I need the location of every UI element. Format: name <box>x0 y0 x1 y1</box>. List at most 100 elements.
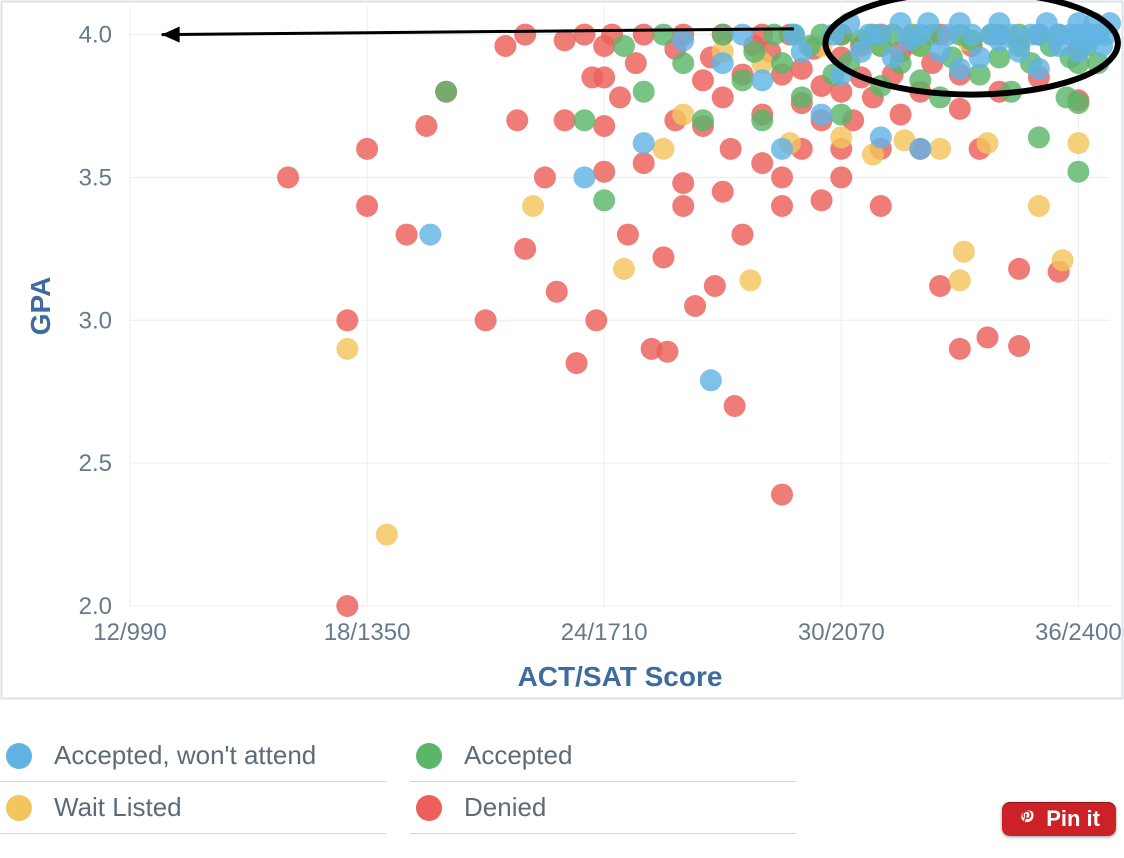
x-axis-label: ACT/SAT Score <box>518 661 723 692</box>
data-point <box>977 326 999 348</box>
data-point <box>419 224 441 246</box>
data-point <box>672 52 694 74</box>
data-point <box>514 24 536 46</box>
data-point <box>534 166 556 188</box>
data-point <box>771 52 793 74</box>
data-point <box>633 24 655 46</box>
data-point <box>593 66 615 88</box>
data-point <box>336 309 358 331</box>
pin-icon <box>1018 809 1038 829</box>
data-point <box>652 24 674 46</box>
pin-it-button[interactable]: Pin it <box>1002 802 1116 836</box>
y-axis-label: GPA <box>25 277 56 336</box>
data-point <box>573 24 595 46</box>
data-point <box>890 104 912 126</box>
data-point <box>573 109 595 131</box>
y-tick-label: 4.0 <box>79 22 112 49</box>
data-point <box>700 369 722 391</box>
scatter-chart: 12/99018/135024/171030/207036/2400ACT/SA… <box>0 0 1124 705</box>
data-point <box>593 189 615 211</box>
data-point <box>656 341 678 363</box>
data-point <box>751 152 773 174</box>
data-point <box>1008 258 1030 280</box>
x-tick-label: 30/2070 <box>798 619 885 646</box>
data-point <box>672 172 694 194</box>
data-point <box>712 86 734 108</box>
x-tick-label: 18/1350 <box>324 619 411 646</box>
data-point <box>949 338 971 360</box>
data-point <box>830 104 852 126</box>
data-point <box>791 41 813 63</box>
data-point <box>376 524 398 546</box>
legend-item-accepted_wont_attend[interactable]: Accepted, won't attend <box>0 730 386 782</box>
legend: Accepted, won't attend Accepted Wait Liste… <box>0 720 1124 858</box>
data-point <box>751 109 773 131</box>
data-point <box>356 138 378 160</box>
legend-item-wait_listed[interactable]: Wait Listed <box>0 782 386 834</box>
data-point <box>396 224 418 246</box>
data-point <box>475 309 497 331</box>
data-point <box>977 132 999 154</box>
data-point <box>684 295 706 317</box>
y-tick-label: 3.0 <box>79 307 112 334</box>
data-point <box>763 24 785 46</box>
data-point <box>1028 195 1050 217</box>
data-point <box>1052 249 1074 271</box>
data-point <box>522 195 544 217</box>
data-point <box>554 29 576 51</box>
data-point <box>811 104 833 126</box>
y-tick-label: 3.5 <box>79 164 112 191</box>
legend-label: Accepted, won't attend <box>54 740 316 771</box>
data-point <box>953 241 975 263</box>
data-point <box>336 338 358 360</box>
data-point <box>724 395 746 417</box>
data-point <box>882 46 904 68</box>
data-point <box>633 132 655 154</box>
data-point <box>613 35 635 57</box>
data-point <box>1008 335 1030 357</box>
data-point <box>672 195 694 217</box>
data-point <box>506 109 528 131</box>
data-point <box>771 166 793 188</box>
data-point <box>613 258 635 280</box>
legend-dot <box>416 795 442 821</box>
data-point <box>811 189 833 211</box>
data-point <box>585 309 607 331</box>
data-point <box>771 195 793 217</box>
y-tick-label: 2.5 <box>79 450 112 477</box>
data-point <box>593 161 615 183</box>
data-point <box>712 24 734 46</box>
data-point <box>870 24 892 46</box>
data-point <box>732 24 754 46</box>
data-point <box>652 246 674 268</box>
data-point <box>514 238 536 260</box>
x-tick-label: 12/990 <box>93 619 166 646</box>
data-point <box>1067 132 1089 154</box>
data-point <box>1067 92 1089 114</box>
data-point <box>692 109 714 131</box>
data-point <box>917 12 939 34</box>
data-point <box>949 269 971 291</box>
legend-label: Wait Listed <box>54 792 182 823</box>
x-tick-label: 36/2400 <box>1035 619 1122 646</box>
data-point <box>771 484 793 506</box>
data-point <box>672 29 694 51</box>
data-point <box>771 138 793 160</box>
data-point <box>494 35 516 57</box>
data-point <box>720 138 742 160</box>
data-point <box>554 109 576 131</box>
data-point <box>929 275 951 297</box>
data-point <box>961 24 983 46</box>
data-point <box>546 281 568 303</box>
data-point <box>1067 161 1089 183</box>
legend-item-accepted[interactable]: Accepted <box>410 730 796 782</box>
legend-item-denied[interactable]: Denied <box>410 782 796 834</box>
data-point <box>704 275 726 297</box>
data-point <box>277 166 299 188</box>
data-point <box>609 86 631 108</box>
data-point <box>593 115 615 137</box>
data-point <box>573 166 595 188</box>
data-point <box>356 195 378 217</box>
data-point <box>336 595 358 617</box>
data-point <box>633 152 655 174</box>
